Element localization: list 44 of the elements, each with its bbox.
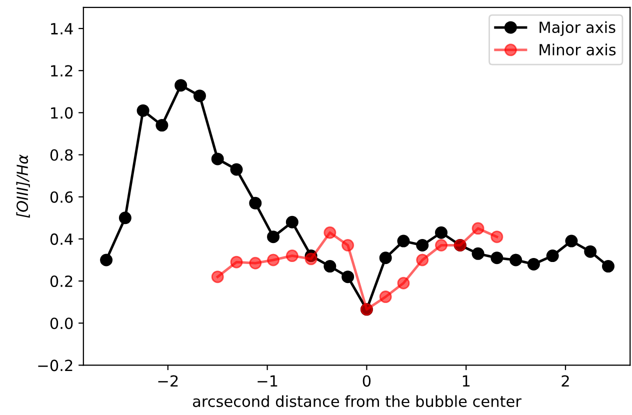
x-tick-label: −1 <box>258 375 278 387</box>
point <box>193 90 206 102</box>
point <box>379 252 392 264</box>
point <box>267 230 280 244</box>
y-tick-label: 0.0 <box>50 318 73 330</box>
x-axis-title: arcsecond distance from the bubble center <box>192 395 522 408</box>
point <box>304 250 318 262</box>
point <box>136 104 150 117</box>
point <box>546 250 559 262</box>
point <box>416 239 429 252</box>
point <box>118 212 132 224</box>
legend-label: Major axis <box>540 21 616 36</box>
point <box>510 254 522 266</box>
point <box>397 234 410 248</box>
point <box>249 196 262 210</box>
y-tick-label: 0.8 <box>50 149 73 161</box>
y-tick-label: 0.6 <box>50 191 73 203</box>
point <box>565 234 578 248</box>
point <box>174 79 188 92</box>
y-tick-label: 1.4 <box>51 23 73 34</box>
x-tick-label: −2 <box>158 375 178 387</box>
point <box>342 270 354 284</box>
point <box>435 226 448 239</box>
point <box>527 258 540 270</box>
y-tick-label: 0.4 <box>50 233 73 245</box>
legend-label: Minor axis <box>540 44 616 56</box>
point <box>472 247 484 260</box>
point <box>100 254 113 266</box>
point <box>324 260 336 273</box>
point <box>584 245 597 258</box>
point <box>230 163 243 176</box>
point <box>211 152 224 166</box>
y-tick-label: 1.0 <box>51 107 73 119</box>
point <box>490 252 504 264</box>
point <box>286 216 298 228</box>
x-tick-label: 0 <box>362 375 371 387</box>
x-tick-label: 2 <box>562 375 569 387</box>
y-axis-title: [OIII]/Hα <box>16 154 30 218</box>
y-tick-label: 0.2 <box>50 275 72 288</box>
y-tick-label: −0.2 <box>38 360 72 372</box>
y-tick-label: 1.2 <box>51 65 72 76</box>
point <box>602 260 614 273</box>
point <box>156 119 168 132</box>
x-tick-label: 1 <box>462 375 470 387</box>
